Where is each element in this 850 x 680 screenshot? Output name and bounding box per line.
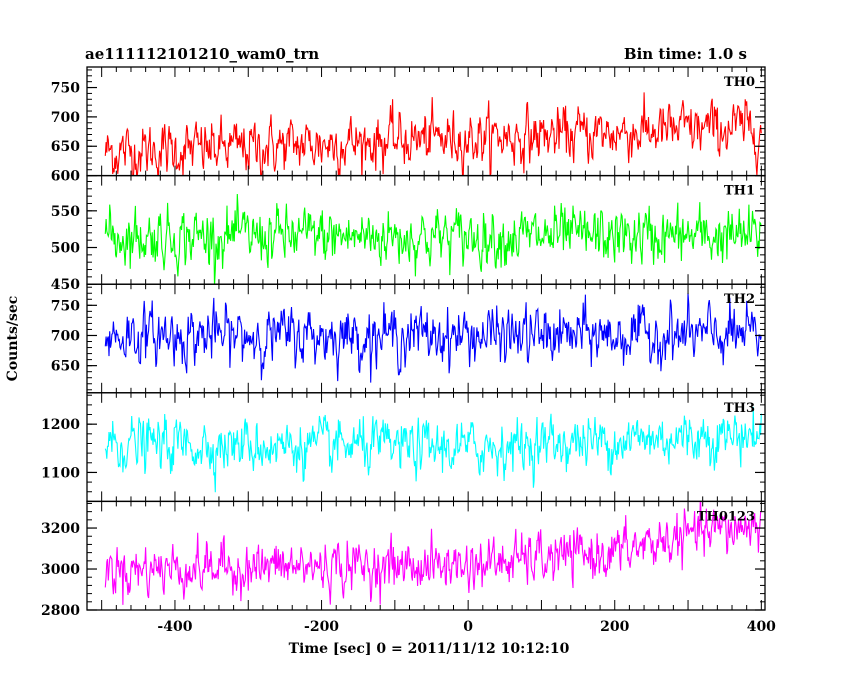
series-line-th3 bbox=[104, 406, 762, 493]
panel-label-th0: TH0 bbox=[724, 75, 755, 90]
y-axis-label: Counts/sec bbox=[5, 296, 21, 382]
x-tick-label: -400 bbox=[157, 619, 192, 635]
y-tick-label: 600 bbox=[51, 169, 80, 185]
y-tick-label: 1200 bbox=[41, 417, 80, 433]
y-tick-label: 500 bbox=[51, 241, 80, 257]
y-tick-label: 750 bbox=[51, 81, 80, 97]
bin-time-label: Bin time: 1.0 s bbox=[623, 45, 747, 63]
y-tick-label: 700 bbox=[51, 328, 80, 344]
x-tick-label: 400 bbox=[747, 619, 776, 635]
y-tick-label: 1100 bbox=[41, 465, 80, 481]
y-tick-label: 650 bbox=[51, 359, 80, 375]
y-tick-label: 3000 bbox=[41, 562, 80, 578]
y-tick-label: 3200 bbox=[41, 521, 80, 537]
panel-label-th1: TH1 bbox=[724, 184, 755, 199]
y-tick-label: 700 bbox=[51, 110, 80, 126]
series-line-th0 bbox=[104, 92, 762, 176]
panel-label-th3: TH3 bbox=[724, 401, 755, 416]
x-tick-label: 200 bbox=[600, 619, 629, 635]
series-line-th2 bbox=[104, 293, 762, 383]
x-tick-label: -200 bbox=[304, 619, 339, 635]
plot-title: ae111112101210_wam0_trn bbox=[85, 45, 320, 63]
y-tick-label: 450 bbox=[51, 277, 80, 293]
y-tick-label: 2800 bbox=[41, 603, 80, 619]
y-tick-label: 650 bbox=[51, 139, 80, 155]
panel-frame-th0123 bbox=[86, 500, 766, 611]
panel-label-th0123: TH0123 bbox=[697, 509, 755, 524]
y-tick-label: 750 bbox=[51, 298, 80, 314]
panel-label-th2: TH2 bbox=[724, 292, 755, 307]
series-line-th1 bbox=[104, 193, 762, 285]
y-tick-label: 550 bbox=[51, 204, 80, 220]
series-line-th0123 bbox=[104, 501, 762, 605]
x-axis-label: Time [sec] 0 = 2011/11/12 10:12:10 bbox=[289, 641, 570, 657]
x-tick-label: 0 bbox=[463, 619, 473, 635]
